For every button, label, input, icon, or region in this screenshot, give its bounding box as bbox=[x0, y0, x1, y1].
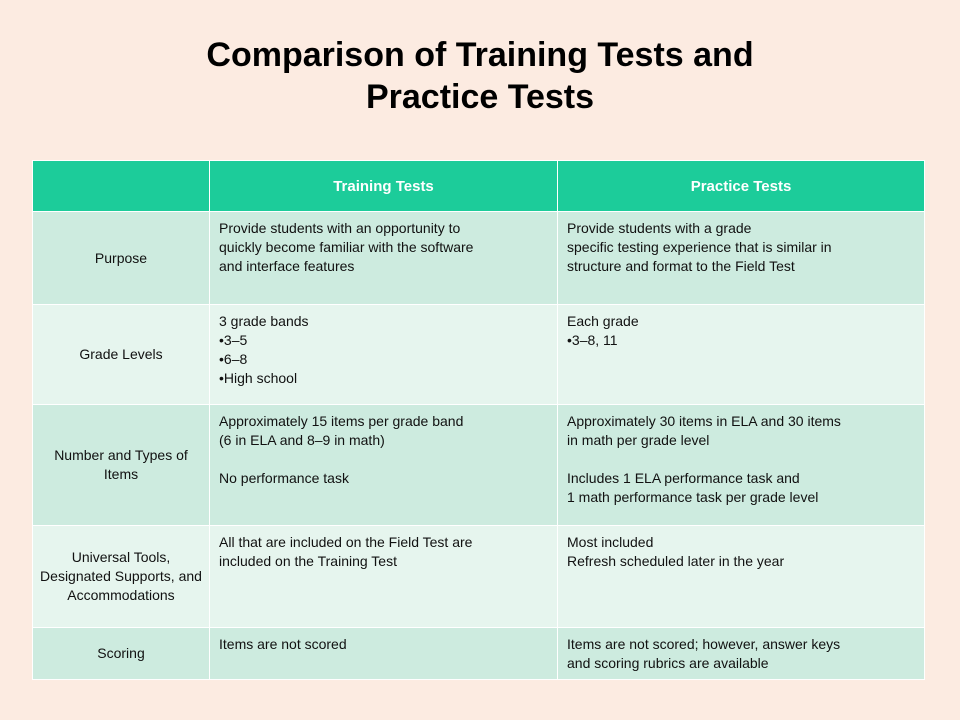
cell-text: and interface features bbox=[219, 258, 355, 274]
row-label-grade-levels: Grade Levels bbox=[32, 304, 210, 405]
table-row-scoring: Scoring Items are not scored Items are n… bbox=[32, 627, 925, 680]
cell-training-scoring: Items are not scored bbox=[209, 627, 558, 680]
cell-practice-universal-tools: Most included Refresh scheduled later in… bbox=[557, 525, 925, 628]
table-row-grade-levels: Grade Levels 3 grade bands 3–5 6–8 High … bbox=[32, 304, 925, 405]
spacer bbox=[567, 450, 915, 469]
header-cell-empty bbox=[32, 160, 210, 212]
cell-practice-purpose: Provide students with a grade specific t… bbox=[557, 211, 925, 305]
cell-text: Each grade bbox=[567, 313, 639, 329]
cell-text: Approximately 15 items per grade band bbox=[219, 413, 464, 429]
row-label-purpose: Purpose bbox=[32, 211, 210, 305]
table-row-number-types: Number and Types of Items Approximately … bbox=[32, 404, 925, 526]
cell-text: Items are not scored bbox=[219, 636, 347, 652]
header-practice-tests: Practice Tests bbox=[557, 160, 925, 212]
cell-practice-grade-levels: Each grade 3–8, 11 bbox=[557, 304, 925, 405]
cell-text: Includes 1 ELA performance task and bbox=[567, 470, 800, 486]
header-training-tests: Training Tests bbox=[209, 160, 558, 212]
cell-text: quickly become familiar with the softwar… bbox=[219, 239, 474, 255]
cell-training-grade-levels: 3 grade bands 3–5 6–8 High school bbox=[209, 304, 558, 405]
row-label-universal-tools: Universal Tools, Designated Supports, an… bbox=[32, 525, 210, 628]
cell-text: Refresh scheduled later in the year bbox=[567, 553, 785, 569]
cell-text: Approximately 30 items in ELA and 30 ite… bbox=[567, 413, 841, 429]
list-item: 3–5 bbox=[219, 331, 548, 350]
slide-title-line-2: Practice Tests bbox=[365, 78, 595, 116]
cell-text: Items are not scored; however, answer ke… bbox=[567, 636, 841, 652]
cell-text: No performance task bbox=[219, 470, 349, 486]
slide-title: Comparison of Training Tests and Practic… bbox=[0, 34, 960, 118]
cell-text: 1 math performance task per grade level bbox=[567, 489, 819, 505]
table-row-universal-tools: Universal Tools, Designated Supports, an… bbox=[32, 525, 925, 628]
cell-text: specific testing experience that is simi… bbox=[567, 239, 832, 255]
cell-practice-scoring: Items are not scored; however, answer ke… bbox=[557, 627, 925, 680]
cell-training-purpose: Provide students with an opportunity to … bbox=[209, 211, 558, 305]
list-item: 6–8 bbox=[219, 350, 548, 369]
list-item: High school bbox=[219, 369, 548, 388]
cell-text: 3 grade bands bbox=[219, 313, 309, 329]
table-header-row: Training Tests Practice Tests bbox=[32, 160, 925, 212]
cell-practice-number-types: Approximately 30 items in ELA and 30 ite… bbox=[557, 404, 925, 526]
cell-text: Most included bbox=[567, 534, 654, 550]
cell-text: in math per grade level bbox=[567, 432, 710, 448]
cell-text: (6 in ELA and 8–9 in math) bbox=[219, 432, 385, 448]
cell-training-number-types: Approximately 15 items per grade band (6… bbox=[209, 404, 558, 526]
table-row-purpose: Purpose Provide students with an opportu… bbox=[32, 211, 925, 305]
cell-text: structure and format to the Field Test bbox=[567, 258, 795, 274]
row-label-scoring: Scoring bbox=[32, 627, 210, 680]
slide-title-line-1: Comparison of Training Tests and bbox=[206, 36, 754, 74]
spacer bbox=[219, 450, 548, 469]
cell-text: Provide students with a grade bbox=[567, 220, 752, 236]
cell-training-universal-tools: All that are included on the Field Test … bbox=[209, 525, 558, 628]
cell-text: and scoring rubrics are available bbox=[567, 655, 769, 671]
cell-text: All that are included on the Field Test … bbox=[219, 534, 473, 550]
cell-text: included on the Training Test bbox=[219, 553, 397, 569]
comparison-table: Training Tests Practice Tests Purpose Pr… bbox=[32, 160, 925, 680]
row-label-number-types: Number and Types of Items bbox=[32, 404, 210, 526]
list-item: 3–8, 11 bbox=[567, 331, 915, 350]
cell-text: Provide students with an opportunity to bbox=[219, 220, 461, 236]
